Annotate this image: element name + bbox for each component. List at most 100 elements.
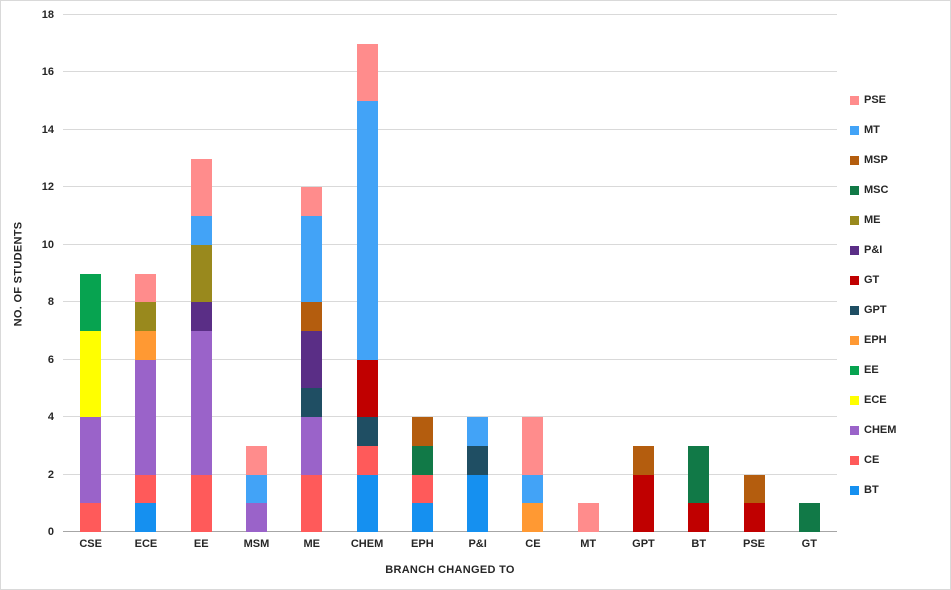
legend-label-ee: EE <box>864 364 879 376</box>
legend-label-mt: MT <box>864 124 880 136</box>
bar-segment-ce-eph <box>522 503 544 532</box>
bar-column-pse <box>726 15 781 532</box>
y-tick-label: 6 <box>47 353 54 366</box>
legend-swatch-eph <box>850 335 859 345</box>
y-tick-label: 16 <box>41 66 54 79</box>
y-tick-label: 10 <box>41 238 54 251</box>
bar-segment-ee-chem <box>190 330 212 475</box>
x-labels: CSE ECE EE MSM ME CHEM EPH P&I CE MT GPT BT PSE GT <box>63 538 837 550</box>
bar-segment-cse-ee <box>80 273 102 331</box>
gridline <box>63 243 837 245</box>
stacked-bar-bt <box>688 15 710 532</box>
bar-column-gt <box>782 15 837 532</box>
legend-label-ce: CE <box>864 454 880 466</box>
gridline <box>63 186 837 188</box>
bar-column-ece <box>118 15 173 532</box>
plot-area: 0 2 4 6 8 10 12 14 16 18 <box>42 9 837 538</box>
legend: PSE MT MSP MSC ME P&I GT GPT EPH EE ECE CHEM CE BT <box>850 94 896 496</box>
bar-segment-chem-pse <box>356 43 378 102</box>
bar-segment-me-pse <box>301 187 323 217</box>
legend-label-chem: CHEM <box>864 424 897 436</box>
gridline <box>63 358 837 360</box>
legend-label-pse: PSE <box>864 94 887 106</box>
bar-segment-p-i-bt <box>467 474 489 532</box>
bars <box>63 15 837 532</box>
bar-column-ce <box>505 15 560 532</box>
gridline <box>63 301 837 303</box>
legend-item-gpt: GPT <box>850 304 896 316</box>
legend-label-msc: MSC <box>864 184 889 196</box>
gridline <box>63 71 837 73</box>
legend-item-me: ME <box>850 214 896 226</box>
stacked-bar-msm <box>245 15 267 532</box>
bar-segment-msm-chem <box>245 503 267 532</box>
bar-segment-p-i-gpt <box>467 445 489 475</box>
x-tick-label-ece: ECE <box>134 538 158 550</box>
y-ticks: 0 2 4 6 8 10 12 14 16 18 <box>42 9 837 538</box>
stacked-bar-gpt <box>632 15 654 532</box>
legend-item-msp: MSP <box>850 154 896 166</box>
legend-item-ece: ECE <box>850 394 896 406</box>
x-tick-label-p-i: P&I <box>468 538 487 550</box>
bar-column-me <box>284 15 339 532</box>
x-tick-label-me: ME <box>303 538 321 550</box>
legend-swatch-chem <box>850 425 859 435</box>
bar-segment-eph-msp <box>411 417 433 446</box>
gridline <box>63 128 837 130</box>
y-tick-label: 8 <box>47 296 54 309</box>
bar-segment-ece-eph <box>135 330 157 360</box>
bar-segment-eph-msc <box>411 445 433 475</box>
bar-segment-p-i-mt <box>467 417 489 446</box>
bar-segment-bt-msc <box>688 445 710 504</box>
x-tick-label-chem: CHEM <box>350 538 384 550</box>
bar-segment-ece-bt <box>135 503 157 532</box>
stacked-bar-ee <box>190 15 212 532</box>
bar-segment-cse-ece <box>80 330 102 418</box>
legend-swatch-pse <box>850 95 859 105</box>
bar-column-p-i <box>450 15 505 532</box>
y-tick-label: 14 <box>41 123 54 136</box>
legend-swatch-gt <box>850 275 859 285</box>
bar-column-gpt <box>616 15 671 532</box>
bar-segment-gpt-gt <box>632 474 654 532</box>
bar-column-cse <box>63 15 118 532</box>
y-tick-label: 0 <box>47 526 54 538</box>
legend-label-eph: EPH <box>864 334 887 346</box>
bar-segment-msm-mt <box>245 474 267 504</box>
bar-segment-me-p-i <box>301 330 323 389</box>
legend-item-pse: PSE <box>850 94 896 106</box>
bar-segment-ece-me <box>135 302 157 331</box>
bar-segment-me-gpt <box>301 388 323 418</box>
legend-swatch-ece <box>850 395 859 405</box>
bar-segment-ce-mt <box>522 474 544 504</box>
legend-swatch-bt <box>850 485 859 495</box>
bar-segment-ece-pse <box>135 273 157 303</box>
stacked-bar-eph <box>411 15 433 532</box>
legend-swatch-gpt <box>850 305 859 315</box>
legend-swatch-mt <box>850 125 859 135</box>
gridline <box>63 473 837 475</box>
bar-segment-ce-pse <box>522 417 544 475</box>
legend-item-ce: CE <box>850 454 896 466</box>
x-axis-title: BRANCH CHANGED TO <box>385 564 515 576</box>
bar-segment-pse-msp <box>743 474 765 504</box>
x-tick-label-bt: BT <box>691 538 707 550</box>
legend-swatch-msp <box>850 155 859 165</box>
bar-column-msm <box>229 15 284 532</box>
x-tick-label-pse: PSE <box>743 538 766 550</box>
bar-segment-ee-pse <box>190 158 212 217</box>
bar-segment-mt-pse <box>577 503 599 532</box>
legend-label-ece: ECE <box>864 394 887 406</box>
bar-segment-ee-ce <box>190 474 212 532</box>
legend-item-eph: EPH <box>850 334 896 346</box>
legend-item-chem: CHEM <box>850 424 896 436</box>
bar-column-mt <box>561 15 616 532</box>
x-tick-label-mt: MT <box>580 538 597 550</box>
gridline <box>63 416 837 418</box>
bar-segment-eph-ce <box>411 474 433 504</box>
bar-segment-cse-chem <box>80 417 102 504</box>
legend-label-me: ME <box>864 214 881 226</box>
stacked-bar-me <box>301 15 323 532</box>
x-tick-label-ce: CE <box>525 538 541 550</box>
stacked-bar-ce <box>522 15 544 532</box>
